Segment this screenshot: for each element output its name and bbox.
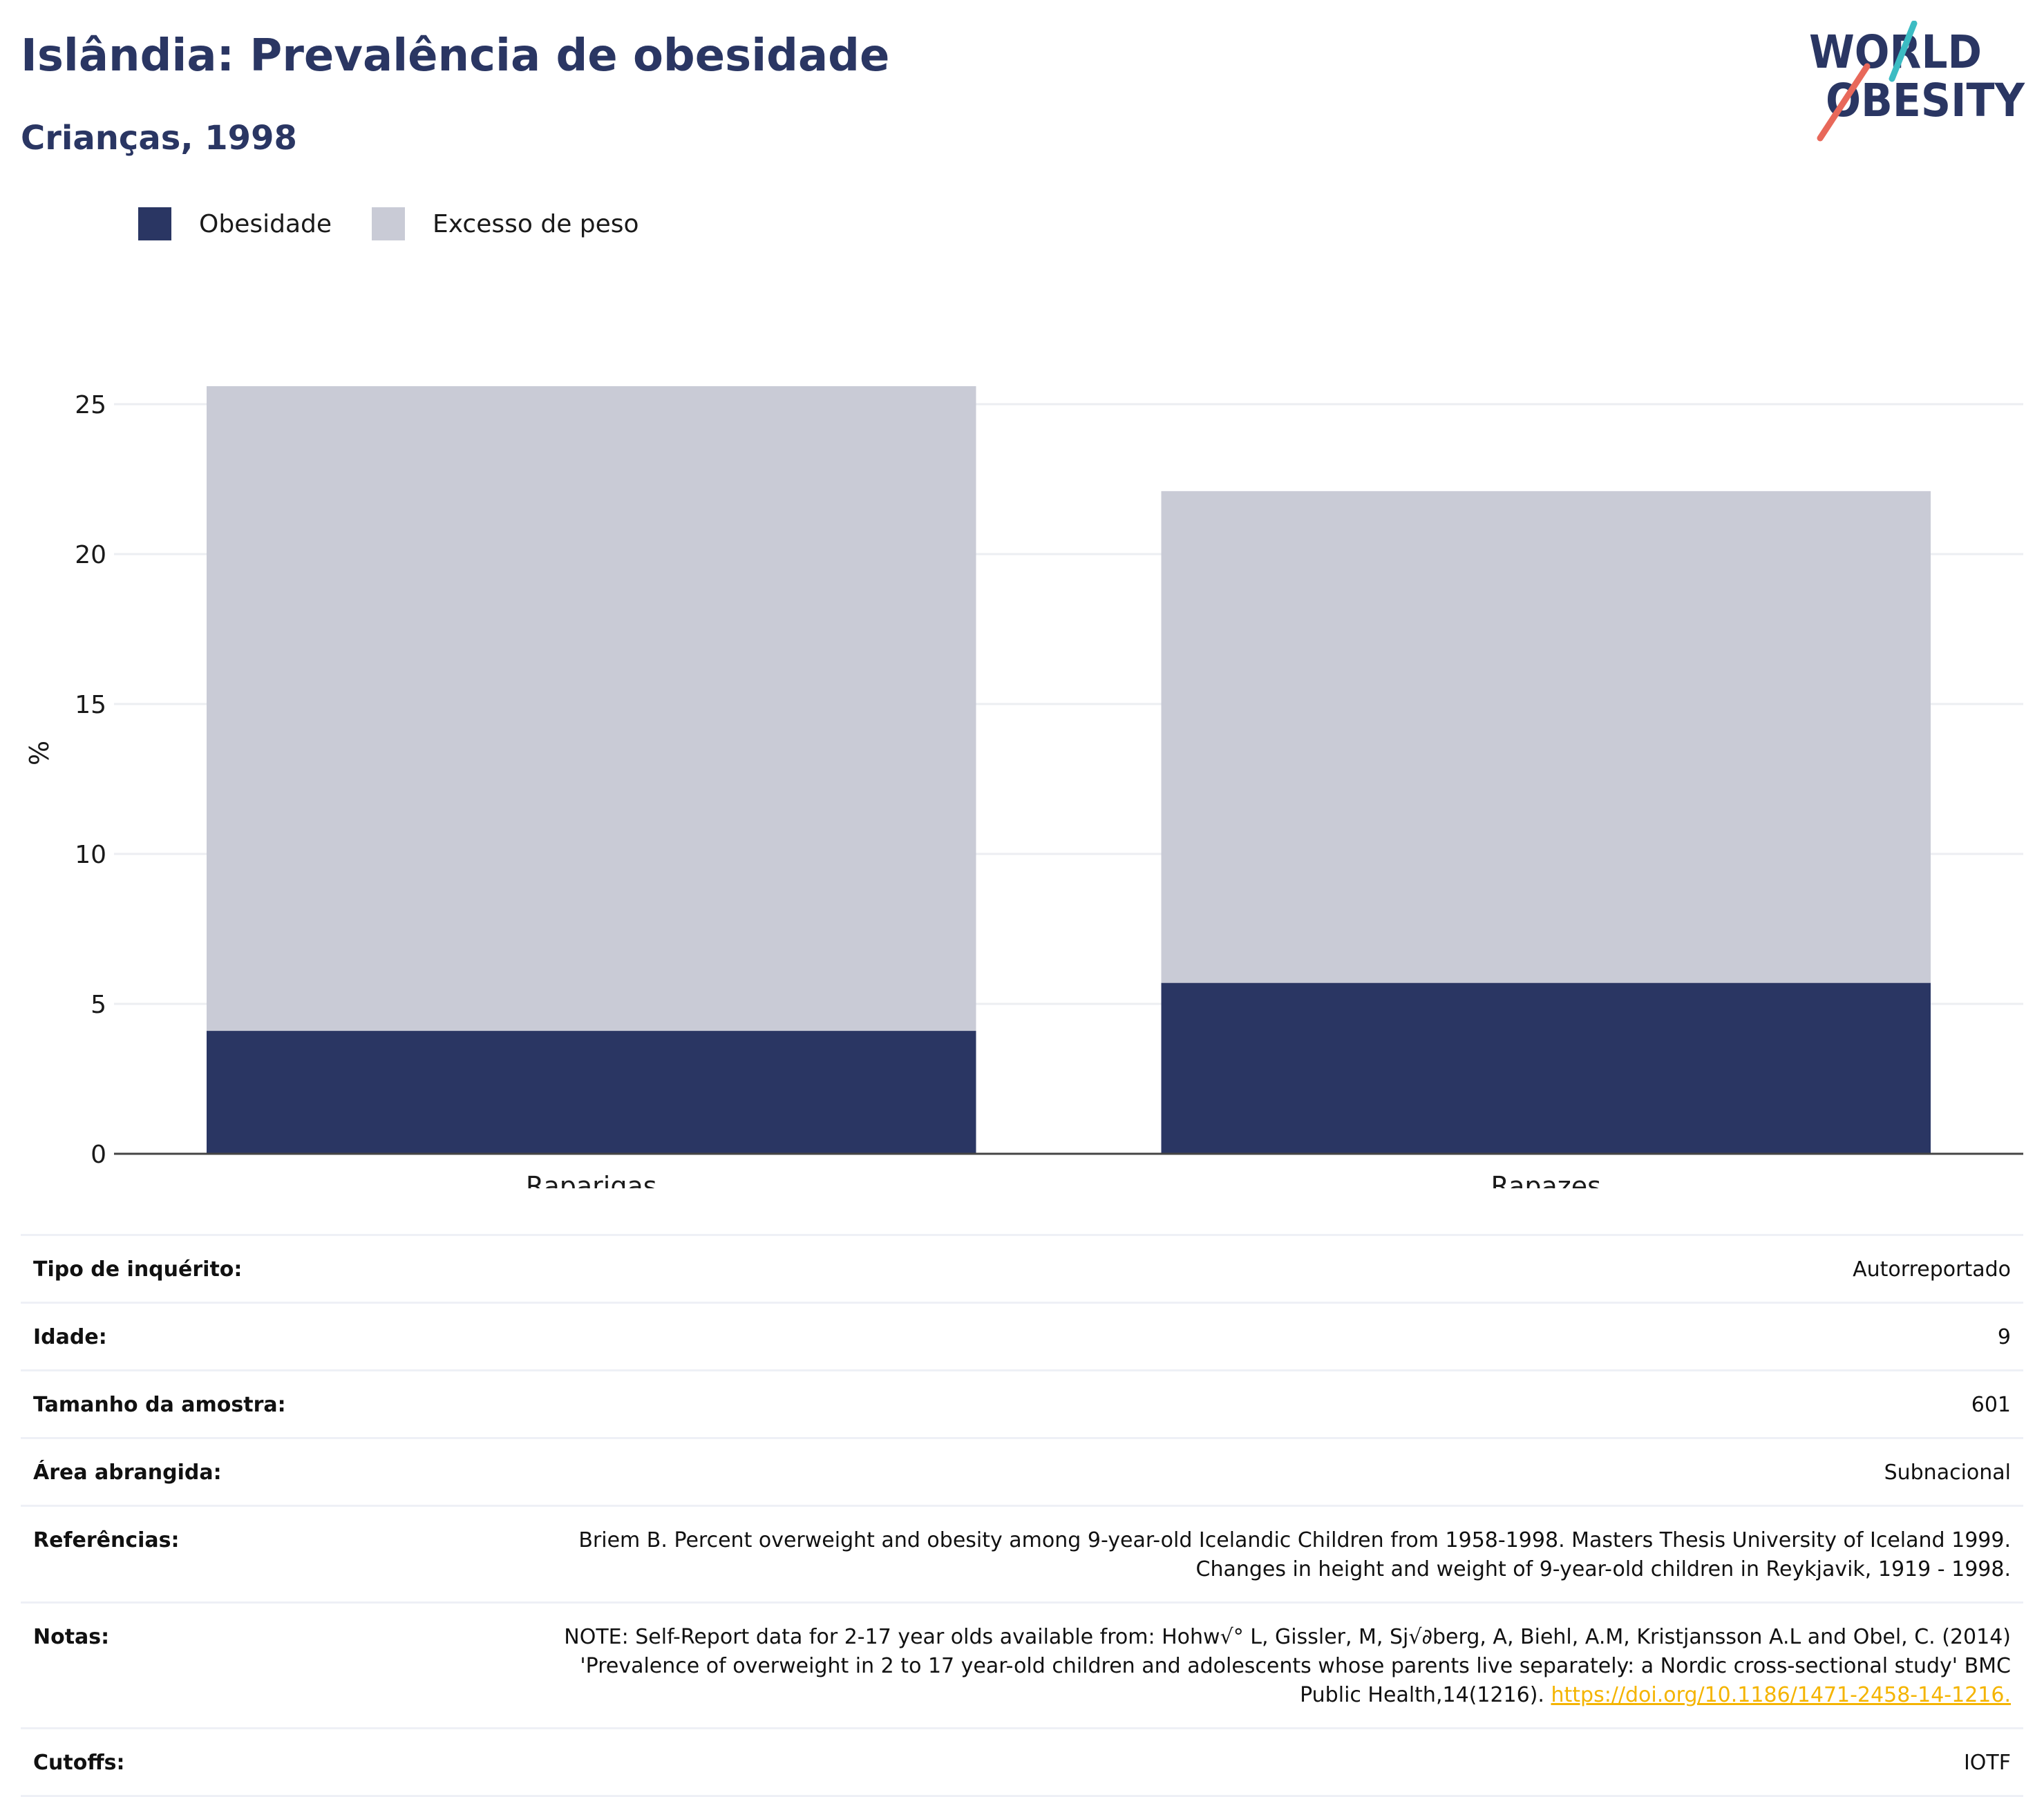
- info-row: Idade: 9: [21, 1304, 2023, 1371]
- logo-slash-coral: [1817, 63, 1871, 142]
- info-row: Tipo de inquérito: Autorreportado: [21, 1236, 2023, 1304]
- info-value-text: IOTF: [1963, 1751, 2011, 1775]
- info-row: Tamanho da amostra: 601: [21, 1371, 2023, 1439]
- bar-segment-overweight[interactable]: [207, 386, 976, 1031]
- bar-layer: [207, 386, 1931, 1154]
- legend-label-obesity: Obesidade: [199, 209, 332, 238]
- info-row: Área abrangida: Subnacional: [21, 1439, 2023, 1507]
- info-value: Briem B. Percent overweight and obesity …: [560, 1526, 2011, 1584]
- y-tick-label: 0: [91, 1141, 106, 1169]
- info-value-text: Briem B. Percent overweight and obesity …: [578, 1528, 2011, 1581]
- y-tick-label: 20: [75, 541, 106, 569]
- legend-item-obesity[interactable]: Obesidade: [138, 207, 332, 240]
- axis-layer: 0 5 10 15 20 25 Raparigas Rapazes: [75, 391, 2023, 1188]
- info-table: Tipo de inquérito: Autorreportado Idade: 9 T…: [21, 1234, 2023, 1797]
- info-value-text: Autorreportado: [1853, 1257, 2011, 1282]
- info-value-text: NOTE: Self-Report data for 2-17 year old…: [564, 1625, 2011, 1707]
- info-value: NOTE: Self-Report data for 2-17 year old…: [560, 1623, 2011, 1710]
- stacked-bar-chart: 0 5 10 15 20 25 Raparigas Rapazes %: [24, 386, 2023, 1188]
- info-key: Tipo de inquérito:: [33, 1257, 243, 1282]
- bar-segment-overweight[interactable]: [1161, 491, 1931, 983]
- bar-segment-obesity[interactable]: [207, 1031, 976, 1154]
- info-value: IOTF: [1964, 1749, 2011, 1778]
- info-key: Notas:: [33, 1625, 110, 1649]
- y-tick-label: 15: [75, 691, 106, 719]
- y-tick-label: 10: [75, 841, 106, 869]
- chart-title: Islândia: Prevalência de obesidade: [21, 30, 890, 82]
- info-key: Tamanho da amostra:: [33, 1393, 286, 1417]
- info-value: 9: [1998, 1323, 2011, 1352]
- info-value-text: 9: [1997, 1325, 2011, 1349]
- x-tick-label: Rapazes: [1491, 1171, 1601, 1188]
- info-value: Subnacional: [1884, 1458, 2011, 1487]
- info-value: Autorreportado: [1853, 1255, 2011, 1284]
- info-key: Idade:: [33, 1325, 107, 1349]
- info-row: Cutoffs: IOTF: [21, 1729, 2023, 1797]
- reference-link[interactable]: https://doi.org/10.1186/1471-2458-14-121…: [1551, 1683, 2011, 1707]
- info-value-text: 601: [1971, 1393, 2011, 1417]
- y-axis-label: %: [24, 741, 55, 766]
- legend-item-overweight[interactable]: Excesso de peso: [372, 207, 639, 240]
- info-key: Referências:: [33, 1528, 180, 1552]
- bar-segment-obesity[interactable]: [1161, 982, 1931, 1154]
- chart-legend: Obesidade Excesso de peso: [138, 205, 679, 243]
- legend-swatch-overweight: [372, 207, 406, 240]
- info-row: Referências: Briem B. Percent overweight …: [21, 1507, 2023, 1604]
- legend-swatch-obesity: [138, 207, 171, 240]
- info-value: 601: [1971, 1391, 2011, 1420]
- info-key: Área abrangida:: [33, 1461, 222, 1485]
- info-key: Cutoffs:: [33, 1751, 125, 1775]
- logo-slash-teal: [1889, 21, 1918, 82]
- world-obesity-logo: WORLD OBESITY: [1809, 21, 2025, 142]
- legend-label-overweight: Excesso de peso: [433, 209, 639, 238]
- x-tick-label: Raparigas: [526, 1171, 657, 1188]
- info-row: Notas: NOTE: Self-Report data for 2-17 ye…: [21, 1604, 2023, 1729]
- y-tick-label: 25: [75, 391, 106, 419]
- info-value-text: Subnacional: [1884, 1461, 2011, 1485]
- chart-subtitle: Crianças, 1998: [21, 119, 297, 158]
- y-tick-label: 5: [91, 991, 106, 1019]
